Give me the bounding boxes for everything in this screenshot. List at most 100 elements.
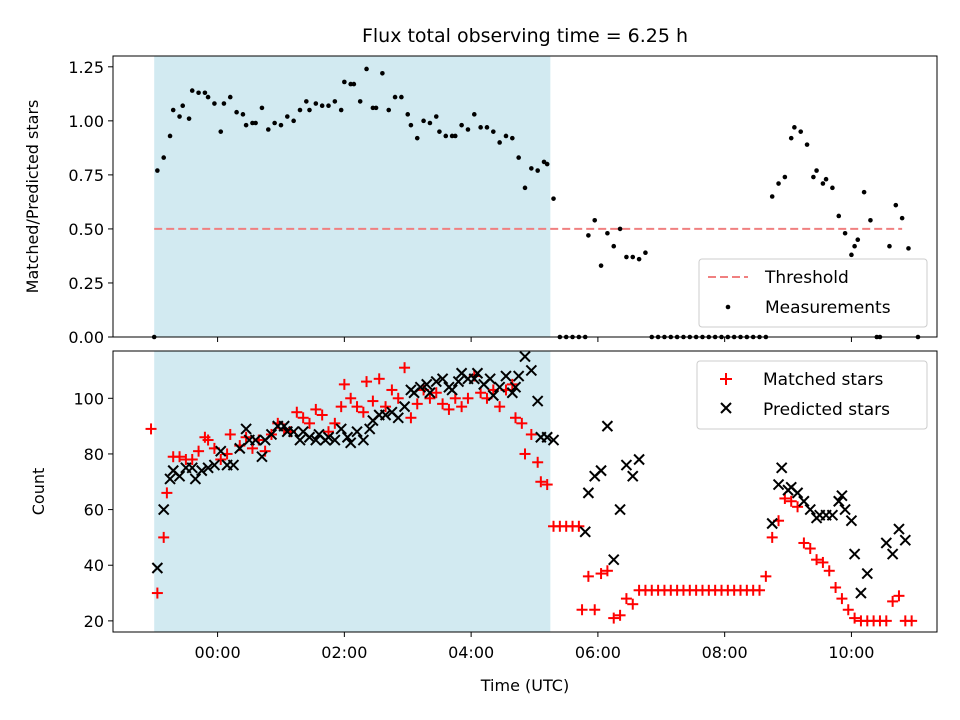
- y-tick-label: 0.00: [68, 328, 104, 347]
- measurement-point: [861, 189, 867, 195]
- predicted-star-point: [766, 517, 778, 530]
- measurement-point: [465, 127, 471, 132]
- measurement-point: [427, 120, 433, 126]
- measurement-point: [167, 133, 173, 139]
- measurement-point: [769, 194, 775, 199]
- matched-star-point: [842, 604, 854, 616]
- matched-star-point: [151, 587, 163, 599]
- matched-star-point: [424, 392, 436, 404]
- matched-star-point: [338, 378, 350, 390]
- predicted-star-point: [294, 434, 306, 446]
- predicted-star-point: [202, 462, 214, 474]
- predicted-star-point: [424, 387, 436, 399]
- predicted-star-point: [798, 495, 810, 507]
- matched-star-point: [329, 417, 341, 429]
- matched-star-point: [608, 612, 620, 624]
- measurement-point: [630, 254, 636, 260]
- matched-star-point: [906, 615, 918, 627]
- measurement-point: [484, 125, 490, 130]
- x-tick-label: 00:00: [195, 643, 241, 662]
- predicted-star-point: [310, 434, 322, 446]
- measurement-point: [202, 90, 208, 96]
- matched-star-point: [437, 398, 449, 410]
- matched-star-point: [576, 604, 588, 616]
- legend-matched-swatch: [720, 373, 732, 385]
- measurement-point: [326, 103, 331, 109]
- predicted-star-point: [189, 473, 202, 485]
- matched-star-point: [475, 387, 487, 399]
- measurement-point: [177, 114, 182, 119]
- matched-star-point: [525, 428, 537, 440]
- predicted-star-point: [512, 370, 525, 382]
- legend-threshold-label: Threshold: [764, 268, 849, 288]
- matched-star-point: [316, 409, 328, 421]
- matched-star-point: [158, 531, 170, 543]
- matched-star-point: [880, 615, 892, 627]
- measurement-point: [842, 230, 848, 236]
- measurement-point: [186, 116, 192, 121]
- measurement-point: [218, 129, 224, 134]
- predicted-star-point: [430, 375, 442, 388]
- measurement-point: [529, 166, 534, 171]
- matched-star-point: [449, 392, 461, 404]
- predicted-star-point: [256, 451, 268, 463]
- legend-predicted-label: Predicted stars: [763, 400, 890, 420]
- matched-star-point: [462, 392, 474, 404]
- y-tick-label: 40: [84, 556, 104, 575]
- predicted-star-point: [398, 400, 411, 413]
- measurement-point: [782, 174, 788, 180]
- matched-star-point: [367, 395, 379, 407]
- predicted-star-point: [608, 553, 620, 566]
- predicted-star-point: [614, 503, 626, 516]
- measurement-point: [516, 155, 521, 160]
- measurement-point: [170, 107, 176, 113]
- measurement-point: [823, 176, 829, 182]
- matched-star-point: [335, 401, 347, 413]
- predicted-star-point: [452, 375, 465, 388]
- predicted-star-point: [519, 350, 531, 363]
- measurement-point: [437, 129, 442, 134]
- count-y-label: Count: [29, 468, 48, 516]
- matched-star-point: [161, 487, 173, 499]
- predicted-star-point: [500, 370, 512, 382]
- measurement-point: [373, 105, 379, 111]
- measurement-point: [544, 161, 550, 167]
- measurement-point: [617, 226, 623, 232]
- measurement-point: [278, 122, 284, 128]
- predicted-star-point: [855, 587, 867, 599]
- predicted-star-point: [804, 503, 816, 516]
- matched-star-point: [202, 434, 214, 446]
- matched-star-point: [174, 451, 186, 463]
- predicted-star-point: [351, 425, 363, 438]
- predicted-star-point: [547, 434, 560, 446]
- measurement-point: [414, 135, 420, 141]
- ratio-panel: 0.00 0.25 0.50 0.75 1.00 1.25 Matched/Predict…: [23, 55, 938, 347]
- matched-star-point: [323, 426, 335, 438]
- y-tick-label: 0.25: [68, 274, 104, 293]
- measurement-point: [189, 88, 195, 93]
- measurement-point: [611, 243, 617, 249]
- predicted-star-point: [826, 509, 839, 521]
- y-tick-label: 20: [84, 612, 104, 631]
- matched-star-point: [817, 556, 829, 568]
- predicted-star-point: [151, 562, 164, 574]
- measurement-point: [804, 142, 810, 147]
- matched-star-point: [785, 495, 797, 507]
- predicted-star-point: [627, 470, 639, 482]
- predicted-star-point: [791, 487, 804, 499]
- matched-star-point: [411, 398, 423, 410]
- measurement-point: [370, 105, 376, 111]
- measurement-point: [586, 233, 591, 238]
- predicted-star-point: [208, 459, 221, 471]
- x-tick-label: 06:00: [575, 643, 621, 662]
- predicted-star-point: [880, 537, 892, 549]
- count-panel: 20 40 60 80 100 00:00 02:00 04:00 06:00 08:00 10:…: [29, 350, 938, 695]
- legend-measurements-swatch: [725, 304, 731, 310]
- predicted-star-point: [893, 523, 905, 535]
- predicted-star-point: [414, 381, 427, 393]
- measurement-point: [836, 213, 842, 219]
- predicted-star-point: [173, 470, 186, 482]
- measurement-point: [196, 90, 201, 96]
- predicted-star-point: [392, 412, 404, 424]
